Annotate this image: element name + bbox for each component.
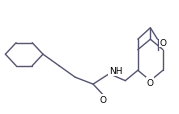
Text: NH: NH	[109, 67, 122, 76]
Text: O: O	[99, 95, 107, 104]
Text: O: O	[159, 38, 166, 47]
Text: O: O	[147, 78, 154, 87]
